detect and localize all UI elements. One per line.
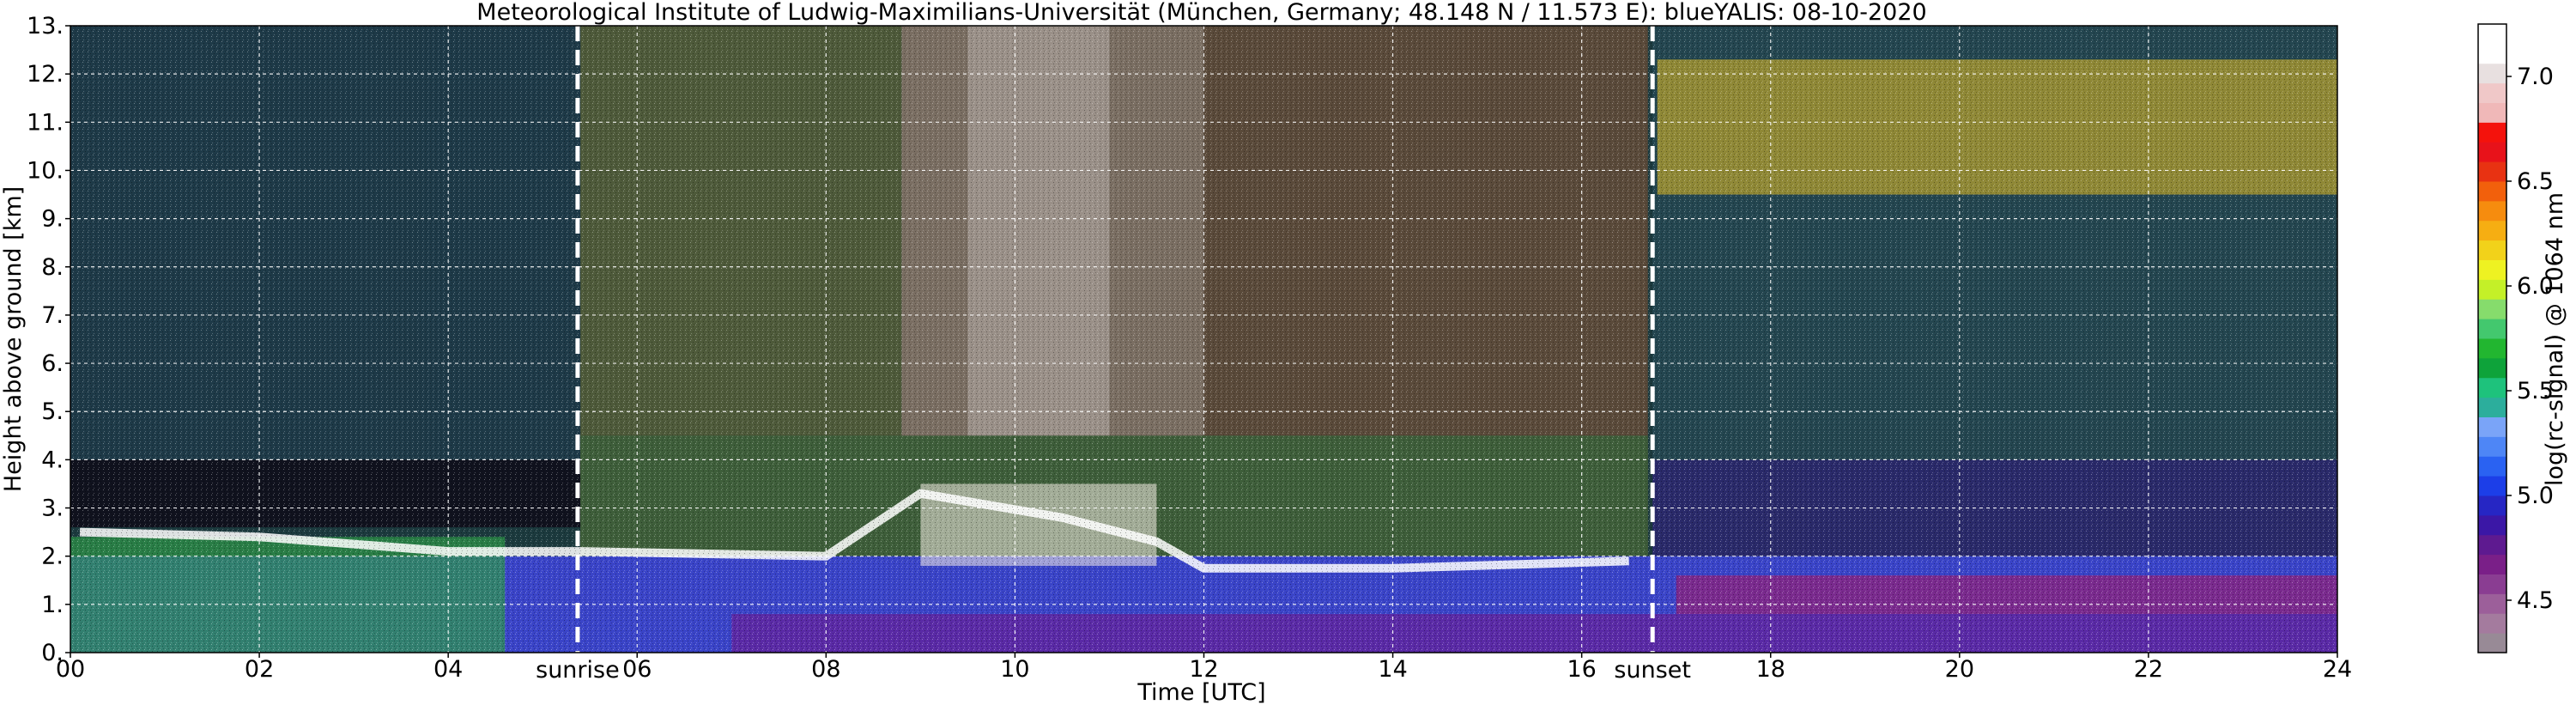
colorbar-tick-label: 5.5 [2517, 378, 2554, 404]
colorbar-segment [2478, 593, 2506, 614]
x-tick-label: 04 [433, 656, 463, 683]
x-tick-label: 16 [1567, 656, 1596, 683]
y-tick-label: 0. [41, 640, 64, 666]
colorbar-segment [2478, 319, 2506, 339]
colorbar-segment [2478, 122, 2506, 143]
y-tick-label: 6. [41, 350, 64, 377]
colorbar-segment [2478, 338, 2506, 359]
y-tick-label: 11. [27, 109, 64, 136]
colorbar-segment [2478, 377, 2506, 398]
colorbar-segment [2478, 142, 2506, 162]
x-tick-label: 24 [2323, 656, 2352, 683]
colorbar-segment [2478, 181, 2506, 202]
y-tick-label: 5. [41, 398, 64, 425]
x-tick-label: 22 [2134, 656, 2163, 683]
colorbar-ticks: 4.5 5.0 5.5 6.0 6.5 7.0 [2506, 64, 2554, 614]
colorbar-segment [2478, 102, 2506, 123]
colorbar-segment [2478, 416, 2506, 437]
colorbar-segment [2478, 554, 2506, 574]
colorbar-segment [2478, 574, 2506, 594]
x-tick-label: 18 [1756, 656, 1785, 683]
colorbar-tick-label: 5.0 [2517, 483, 2554, 509]
annotation-labels: sunrise sunset [536, 657, 1691, 684]
colorbar-segment [2478, 436, 2506, 457]
colorbar-segment [2478, 63, 2506, 84]
colorbar-frame [2477, 23, 2507, 653]
colorbar-tick-label: 6.0 [2517, 273, 2554, 300]
colorbar-segment [2478, 357, 2506, 379]
y-axis-ticks: 0. 1. 2. 3. 4. 5. 6. 7. 8. 9. 10. 11. 12. 13. [27, 13, 70, 666]
x-axis-label: Time [UTC] [1136, 679, 1265, 706]
y-tick-label: 2. [41, 544, 64, 570]
colorbar-label: log(rc-signal) @ 1064 nm [2542, 192, 2568, 486]
colorbar-segment [2478, 476, 2506, 496]
colorbar-segment [2478, 43, 2506, 64]
noise-overlay [70, 26, 2337, 653]
sunrise-label: sunrise [536, 657, 620, 684]
x-tick-label: 12 [1189, 656, 1218, 683]
colorbar-segment [2478, 82, 2506, 103]
y-tick-label: 13. [27, 13, 64, 40]
colorbar-segment [2478, 200, 2506, 222]
y-axis-label: Height above ground [km] [0, 186, 27, 492]
colorbar-segment [2478, 220, 2506, 241]
x-tick-label: 14 [1378, 656, 1407, 683]
x-tick-label: 20 [1945, 656, 1974, 683]
colorbar-segment [2478, 299, 2506, 319]
x-tick-label: 08 [811, 656, 840, 683]
y-tick-label: 9. [41, 206, 64, 233]
colorbar-segment [2478, 161, 2506, 182]
y-tick-label: 12. [27, 61, 64, 88]
colorbar-segment [2478, 240, 2506, 260]
colorbar-segment [2478, 633, 2506, 653]
sunset-label: sunset [1614, 657, 1691, 684]
colorbar-segment [2478, 613, 2506, 634]
x-tick-label: 02 [245, 656, 274, 683]
y-tick-label: 10. [27, 157, 64, 184]
y-tick-label: 1. [41, 592, 64, 618]
colorbar-segment [2478, 24, 2506, 45]
y-tick-label: 4. [41, 447, 64, 473]
colorbar-segment [2478, 397, 2506, 417]
colorbar-segment [2478, 495, 2506, 516]
colorbar-tick-label: 4.5 [2517, 587, 2554, 614]
colorbar-segment [2478, 456, 2506, 477]
colorbar-segment [2478, 279, 2506, 300]
chart-title: Meteorological Institute of Ludwig-Maxim… [476, 0, 1926, 26]
grid-lines [70, 26, 2337, 653]
y-tick-label: 3. [41, 495, 64, 522]
annotation-lines [575, 26, 1655, 653]
y-tick-label: 7. [41, 302, 64, 329]
colorbar-segment [2478, 514, 2506, 536]
y-tick-label: 8. [41, 254, 64, 281]
colorbar-segment [2478, 534, 2506, 556]
colorbar [2477, 23, 2507, 653]
x-tick-label: 10 [1000, 656, 1029, 683]
colorbar-segment [2478, 259, 2506, 280]
colorbar-tick-label: 6.5 [2517, 168, 2554, 195]
colorbar-tick-label: 7.0 [2517, 64, 2554, 90]
x-tick-label: 06 [622, 656, 652, 683]
x-axis-ticks: 00 02 04 06 08 10 12 14 16 18 20 22 24 [56, 653, 2352, 683]
x-tick-label: 00 [56, 656, 85, 683]
